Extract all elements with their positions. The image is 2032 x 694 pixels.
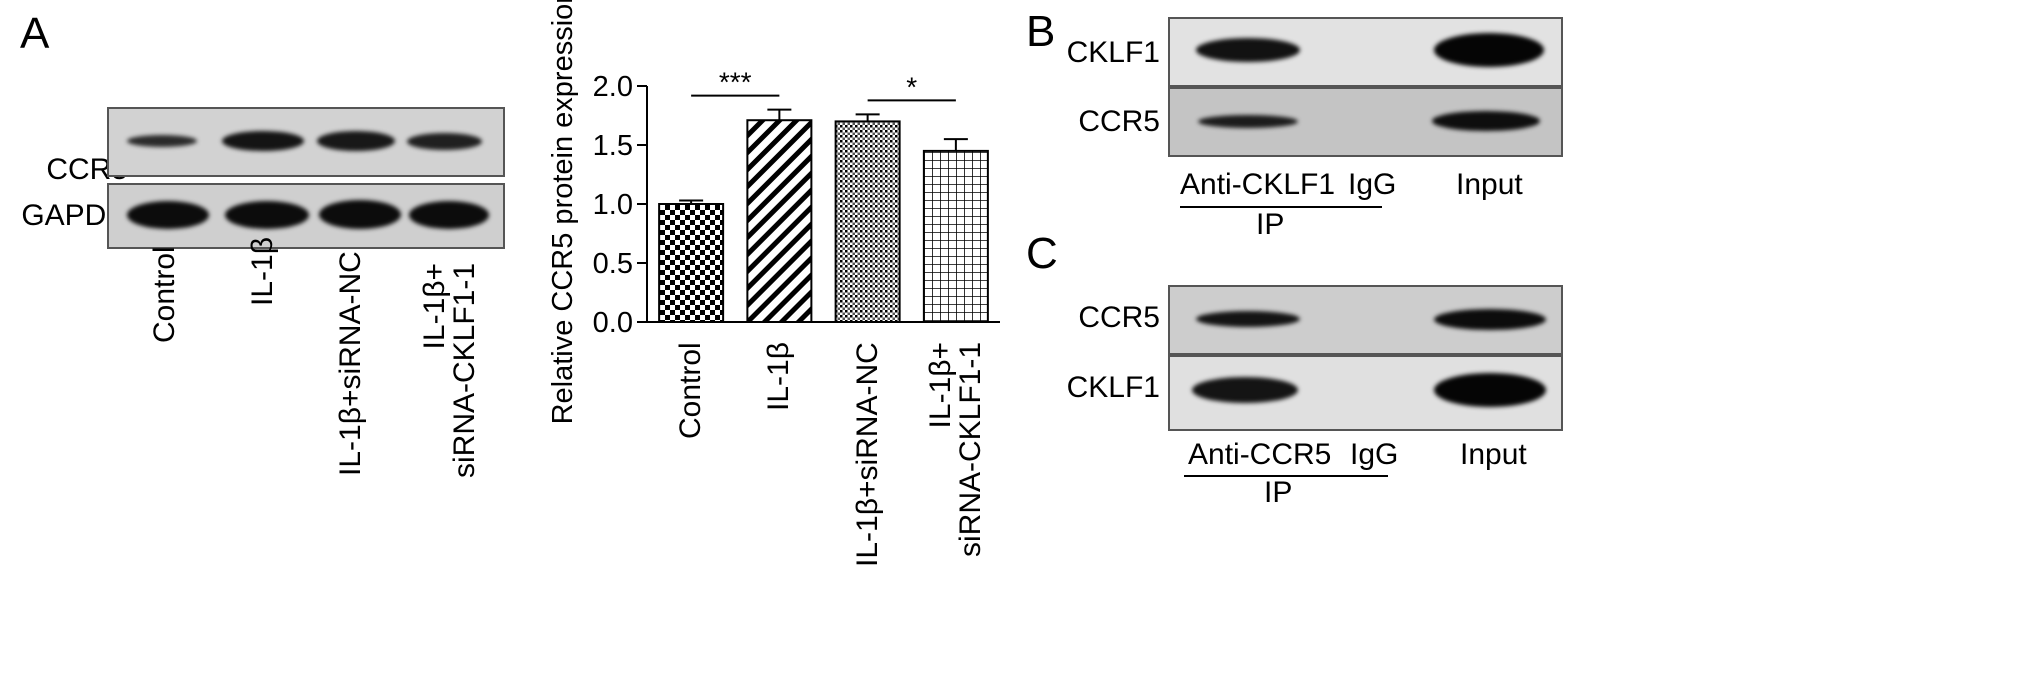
y-tick-label: 1.5 — [593, 130, 633, 162]
panel-label-c: C — [1026, 229, 1058, 278]
band — [407, 133, 482, 150]
band — [1198, 115, 1298, 128]
band — [127, 201, 209, 229]
blot-a-lane-label: IL-1β+siRNA-NC — [334, 251, 367, 476]
band — [225, 201, 309, 229]
blot-a-lane-label: IL-1β+ siRNA-CKLF1-1 — [418, 262, 481, 478]
band — [1434, 33, 1544, 67]
significance-label: *** — [719, 67, 752, 98]
blot-c-lane-label: Anti-CCR5 — [1188, 438, 1332, 471]
band — [319, 200, 401, 229]
band — [1434, 373, 1546, 407]
blot-b-ccr5-strip — [1168, 87, 1563, 157]
ip-bracket-line — [1180, 206, 1382, 208]
blot-b-group-label: IP — [1256, 208, 1285, 241]
blot-c-row-label-ccr5: CCR5 — [1078, 301, 1160, 334]
blot-b-lane-label: Input — [1456, 168, 1523, 201]
band — [1432, 111, 1540, 131]
blot-b-cklf1-strip — [1168, 17, 1563, 87]
bar — [746, 119, 813, 323]
chart-bars — [658, 108, 989, 324]
significance-label: * — [906, 71, 917, 102]
band — [1192, 377, 1298, 403]
y-tick-label: 0.0 — [593, 307, 633, 339]
y-tick-label: 1.0 — [593, 189, 633, 221]
blot-b-row-label-ccr5: CCR5 — [1078, 105, 1160, 138]
bar — [658, 203, 725, 323]
y-tick-label: 2.0 — [593, 71, 633, 103]
blot-c-group-label: IP — [1264, 476, 1293, 509]
blot-a-lane-label: IL-1β — [246, 237, 279, 306]
band — [1434, 309, 1546, 330]
blot-c-ccr5-strip — [1168, 285, 1563, 355]
blot-c-lane-label: IgG — [1350, 438, 1399, 471]
x-tick-label: IL-1β+ siRNA-CKLF1-1 — [923, 341, 987, 557]
band — [317, 131, 395, 151]
ip-bracket-line — [1184, 475, 1388, 477]
blot-c-row-label-cklf1: CKLF1 — [1066, 371, 1160, 404]
x-tick-label: Control — [674, 342, 708, 439]
blot-c-cklf1-strip — [1168, 355, 1563, 431]
y-axis-label: Relative CCR5 protein expression — [547, 0, 579, 424]
band — [222, 131, 304, 151]
band — [1196, 38, 1300, 62]
blot-c-lane-label: Input — [1460, 438, 1527, 471]
panel-label-b: B — [1026, 7, 1056, 56]
blot-b-row-label-cklf1: CKLF1 — [1066, 36, 1160, 69]
y-tick-label: 0.5 — [593, 248, 633, 280]
significance-markers: *** * — [691, 67, 956, 102]
bar — [922, 149, 989, 323]
x-tick-label: IL-1β — [762, 342, 796, 411]
blot-b-lane-label: Anti-CKLF1 — [1180, 168, 1336, 201]
blot-b-lane-label: IgG — [1348, 168, 1397, 201]
band — [127, 135, 197, 147]
bar-chart: Relative CCR5 protein expression 0.0 0.5 1… — [547, 0, 1000, 424]
band — [409, 201, 489, 229]
panel-label-a: A — [20, 9, 50, 58]
blot-a-ccr5-strip — [107, 107, 505, 177]
blot-a-gapdh-strip — [107, 183, 505, 249]
band — [1196, 311, 1300, 327]
blot-a-lane-label: Control — [148, 246, 181, 343]
bar — [834, 120, 901, 324]
x-tick-label: IL-1β+siRNA-NC — [850, 342, 884, 567]
